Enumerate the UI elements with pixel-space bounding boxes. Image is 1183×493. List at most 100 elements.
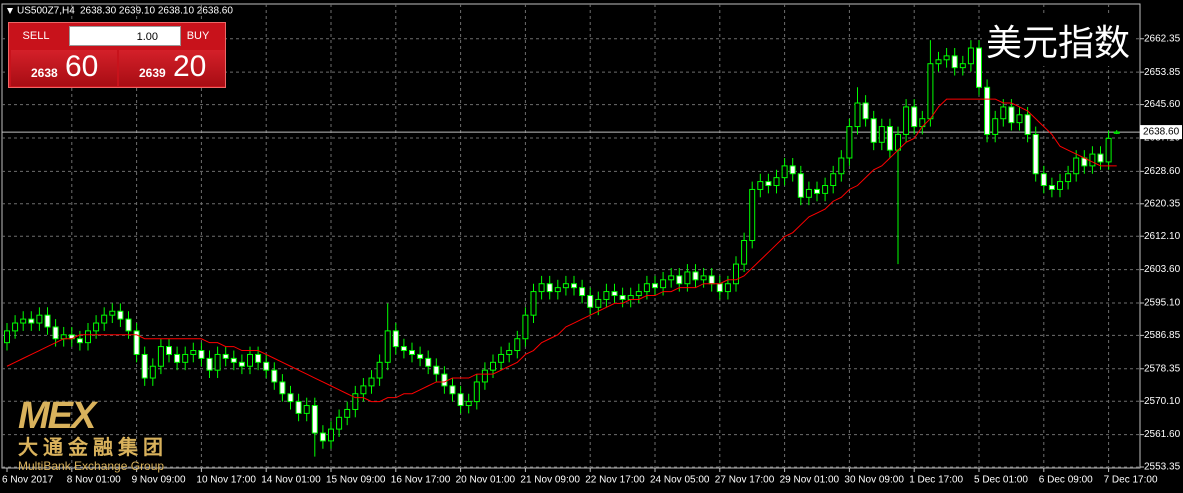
candle-body — [303, 405, 310, 414]
candle-body — [716, 283, 723, 293]
candle-body — [797, 173, 804, 198]
candle-body — [643, 283, 650, 293]
candle-body — [635, 291, 642, 297]
y-tick-label: 2603.60 — [1144, 264, 1181, 275]
candle-body — [93, 322, 100, 332]
candle-body — [967, 47, 974, 65]
candle-body — [328, 428, 334, 442]
candle-body — [230, 357, 237, 363]
logo-mark: MEX — [18, 395, 96, 437]
candle-body — [546, 283, 553, 293]
candle-body — [384, 330, 391, 363]
y-tick-label: 2653.85 — [1144, 67, 1181, 78]
candle-body — [708, 275, 715, 285]
candle-body — [660, 279, 667, 289]
candle-body — [433, 365, 440, 375]
candle-body — [141, 353, 148, 379]
candle-body — [400, 346, 407, 352]
candle-body — [352, 393, 359, 410]
candle-body — [627, 295, 634, 300]
candle-body — [741, 240, 748, 265]
candle-body — [392, 330, 399, 348]
candle-body — [514, 338, 521, 352]
candle-body — [263, 361, 270, 371]
bid-quote[interactable]: 2638 60 — [11, 50, 117, 86]
y-tick-label: 2561.60 — [1144, 429, 1181, 440]
x-tick-label: 27 Nov 17:00 — [715, 475, 775, 486]
trade-panel: SELL 1.00 BUY 2638 60 2639 20 — [8, 22, 226, 88]
candle-body — [571, 283, 577, 289]
candle-body — [214, 353, 221, 371]
candle-body — [311, 405, 318, 434]
x-tick-label: 14 Nov 01:00 — [261, 475, 321, 486]
candle-body — [1073, 157, 1080, 175]
x-tick-label: 7 Dec 17:00 — [1104, 475, 1158, 486]
candle-body — [611, 291, 618, 297]
candle-body — [157, 346, 164, 367]
candle-body — [182, 353, 189, 363]
candle-body — [174, 353, 181, 363]
candle-body — [668, 275, 675, 281]
candle-body — [279, 381, 286, 395]
candle-body — [684, 271, 691, 285]
ohlc-info: 2638.30 2639.10 2638.10 2638.60 — [80, 6, 233, 17]
candle-body — [1097, 153, 1104, 163]
candle-body — [1057, 181, 1063, 190]
candle-body — [425, 357, 432, 367]
y-tick-label: 2578.35 — [1144, 363, 1181, 374]
candle-body — [441, 373, 448, 387]
lots-input[interactable]: 1.00 — [69, 26, 181, 46]
candle-body — [85, 330, 91, 344]
y-tick-label: 2628.60 — [1144, 166, 1181, 177]
ask-pips: 20 — [173, 50, 207, 83]
x-tick-label: 24 Nov 05:00 — [650, 475, 710, 486]
candle-body — [984, 86, 991, 135]
candle-body — [1016, 114, 1023, 124]
candle-body — [1113, 131, 1120, 134]
candle-body — [12, 322, 19, 332]
y-tick-label: 2553.35 — [1144, 462, 1181, 473]
sell-button[interactable]: SELL — [22, 30, 50, 42]
candle-body — [190, 350, 197, 355]
candle-body — [870, 118, 877, 143]
candle-body — [206, 357, 213, 371]
candle-body — [28, 318, 35, 324]
candle-body — [465, 401, 472, 407]
candle-body — [692, 271, 699, 281]
candle-body — [773, 177, 780, 187]
candle-body — [198, 350, 205, 359]
candle-body — [959, 63, 966, 69]
candle-body — [271, 369, 278, 383]
candle-body — [1089, 153, 1096, 167]
candle-body — [1032, 133, 1039, 175]
y-tick-label: 2612.10 — [1144, 231, 1181, 242]
ask-quote[interactable]: 2639 20 — [119, 50, 225, 86]
candle-body — [676, 275, 683, 285]
x-tick-label: 6 Nov 2017 — [2, 475, 54, 486]
candle-body — [109, 310, 116, 316]
x-tick-label: 21 Nov 09:00 — [520, 475, 580, 486]
candle-body — [749, 188, 756, 242]
candle-body — [951, 55, 958, 69]
candle-body — [838, 157, 845, 175]
candle-body — [319, 432, 326, 442]
price-tag-label: 2638.60 — [1143, 127, 1180, 138]
candle-body — [166, 346, 172, 355]
y-tick-label: 2620.35 — [1144, 198, 1181, 209]
symbol: US500Z7,H4 — [17, 6, 75, 17]
candle-body — [976, 47, 982, 88]
y-tick-label: 2595.10 — [1144, 298, 1181, 309]
y-tick-label: 2586.85 — [1144, 330, 1181, 341]
candle-body — [765, 181, 772, 187]
candle-body — [603, 291, 610, 300]
candle-body — [587, 295, 594, 308]
candle-body — [619, 295, 626, 300]
candle-body — [733, 263, 739, 285]
candle-body — [149, 365, 156, 379]
x-tick-label: 16 Nov 17:00 — [391, 475, 451, 486]
buy-button[interactable]: BUY — [186, 30, 210, 42]
candle-body — [943, 55, 950, 61]
candle-body — [757, 181, 764, 190]
candle-body — [336, 416, 343, 430]
